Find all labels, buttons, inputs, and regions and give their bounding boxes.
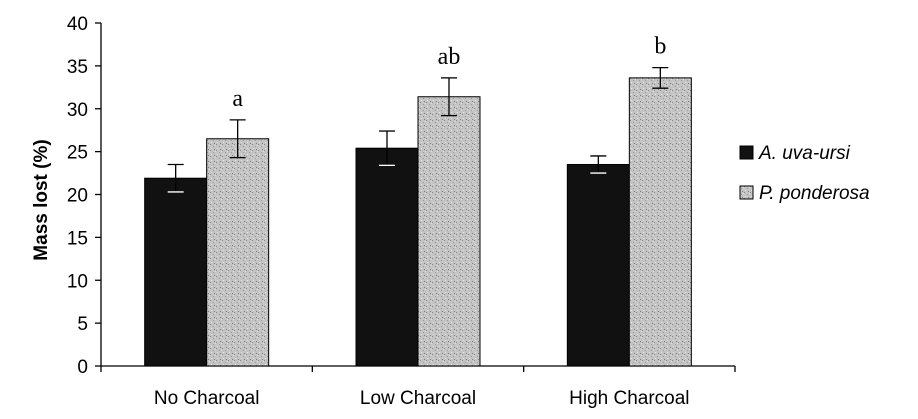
significance-labels: a ab b xyxy=(232,34,666,112)
y-axis-label: Mass lost (%) xyxy=(31,139,52,260)
y-tick-label: 20 xyxy=(67,186,88,207)
legend: A. uva-ursi P. ponderosa xyxy=(739,143,870,204)
legend-label: A. uva-ursi xyxy=(758,143,851,164)
significance-label: a xyxy=(232,86,243,112)
x-tick-label: Low Charcoal xyxy=(360,388,476,409)
bar xyxy=(144,177,208,367)
y-tick-label: 5 xyxy=(77,314,88,335)
bar xyxy=(566,163,630,367)
significance-label: ab xyxy=(438,44,461,70)
y-tick-label: 0 xyxy=(77,357,88,378)
legend-swatch xyxy=(739,145,754,160)
legend-label: P. ponderosa xyxy=(759,183,870,204)
x-tick-label: High Charcoal xyxy=(569,388,689,409)
bar xyxy=(355,147,419,367)
y-tick-label: 35 xyxy=(67,57,88,78)
significance-label: b xyxy=(654,34,666,60)
legend-swatch xyxy=(739,185,754,200)
bar xyxy=(206,138,270,367)
bars xyxy=(144,66,692,367)
x-axis: No Charcoal Low Charcoal High Charcoal xyxy=(100,365,736,409)
y-tick-label: 10 xyxy=(67,271,88,292)
y-axis: 0 5 10 15 20 25 30 35 40 xyxy=(67,14,102,378)
y-tick-label: 30 xyxy=(67,100,88,121)
y-tick-label: 15 xyxy=(67,228,88,249)
y-tick-label: 40 xyxy=(67,14,88,35)
y-tick-label: 25 xyxy=(67,143,88,164)
x-tick-label: No Charcoal xyxy=(154,388,260,409)
bar xyxy=(628,77,692,367)
bar xyxy=(417,96,481,367)
